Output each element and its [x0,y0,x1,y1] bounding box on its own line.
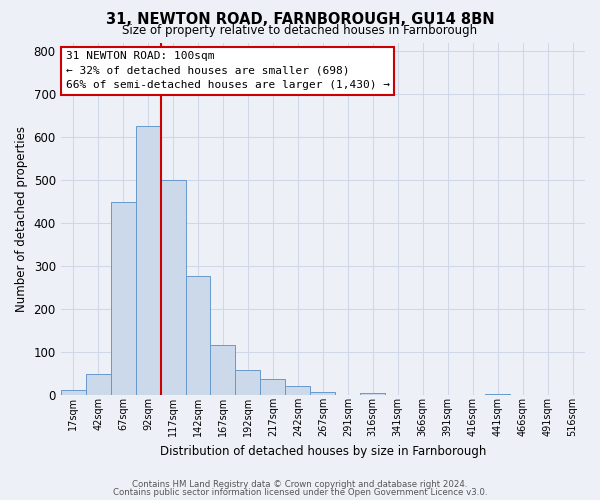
Bar [136,126,161,396]
Bar [110,202,136,396]
Bar [61,390,86,396]
Text: 31 NEWTON ROAD: 100sqm
← 32% of detached houses are smaller (698)
66% of semi-de: 31 NEWTON ROAD: 100sqm ← 32% of detached… [66,52,390,90]
Bar [260,379,286,396]
Bar [86,374,110,396]
Y-axis label: Number of detached properties: Number of detached properties [15,126,28,312]
Bar [211,345,235,396]
Bar [235,370,260,396]
Bar [185,276,211,396]
Text: Contains HM Land Registry data © Crown copyright and database right 2024.: Contains HM Land Registry data © Crown c… [132,480,468,489]
Bar [360,394,385,396]
X-axis label: Distribution of detached houses by size in Farnborough: Distribution of detached houses by size … [160,444,486,458]
Bar [485,394,510,396]
Bar [286,386,310,396]
Text: 31, NEWTON ROAD, FARNBOROUGH, GU14 8BN: 31, NEWTON ROAD, FARNBOROUGH, GU14 8BN [106,12,494,28]
Bar [310,392,335,396]
Text: Size of property relative to detached houses in Farnborough: Size of property relative to detached ho… [122,24,478,37]
Text: Contains public sector information licensed under the Open Government Licence v3: Contains public sector information licen… [113,488,487,497]
Bar [161,180,185,396]
